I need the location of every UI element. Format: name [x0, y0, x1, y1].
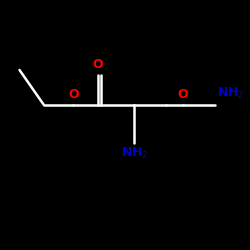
Text: O: O [92, 58, 103, 71]
Text: O: O [178, 88, 188, 101]
Text: NH$_2$: NH$_2$ [120, 146, 148, 161]
Text: O: O [68, 88, 78, 101]
Text: NH$_2$: NH$_2$ [217, 86, 244, 101]
